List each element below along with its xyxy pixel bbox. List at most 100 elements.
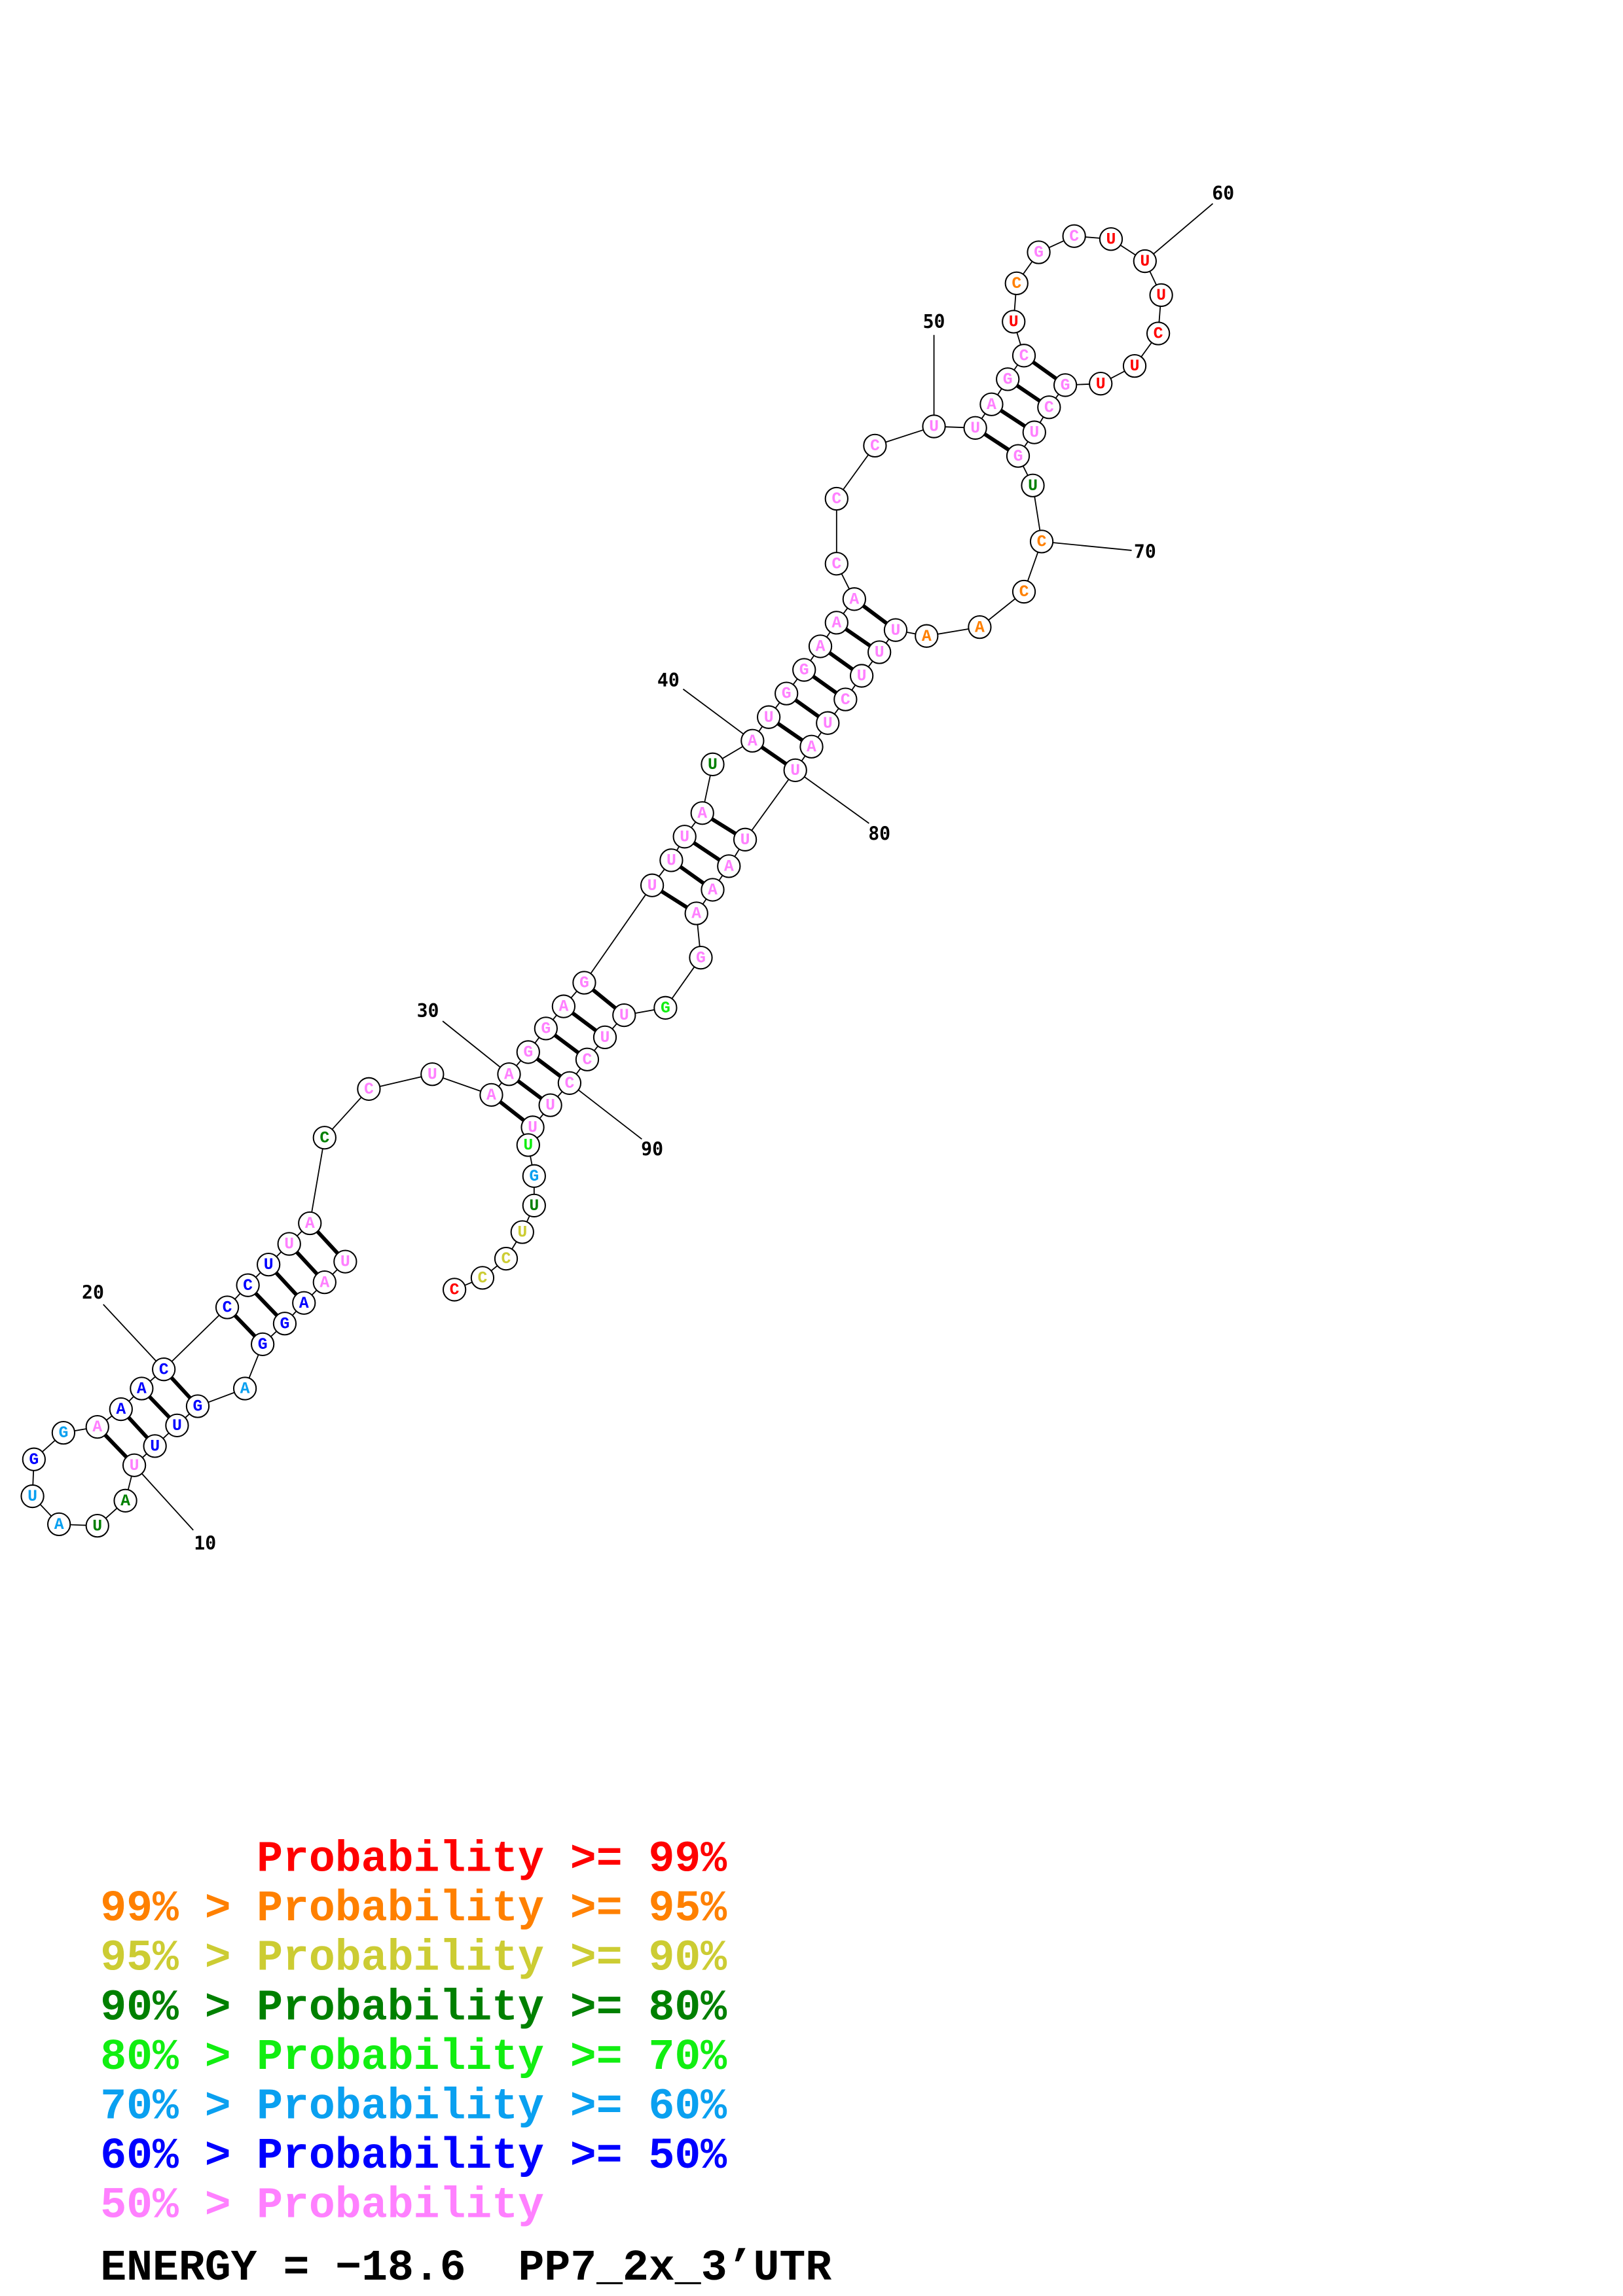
nucleotide-base: U xyxy=(680,828,689,846)
nucleotide-circle xyxy=(1004,271,1029,296)
nucleotide-circle xyxy=(113,1488,137,1513)
legend: Probability >= 99% 99% > Probability >= … xyxy=(100,1835,727,2231)
nucleotide: G xyxy=(534,1016,558,1041)
nucleotide-base: U xyxy=(600,1029,610,1047)
nucleotide: C xyxy=(357,1077,381,1101)
nucleotide-base: U xyxy=(764,709,774,727)
nucleotide-circle xyxy=(1037,395,1061,420)
nucleotide: A xyxy=(298,1211,322,1236)
nucleotide-base: U xyxy=(517,1224,527,1242)
nucleotide-circle xyxy=(522,1193,546,1218)
nucleotide-base: C xyxy=(831,490,841,509)
nucleotide: G xyxy=(272,1312,297,1336)
nucleotide-circle xyxy=(1099,227,1123,251)
nucleotide-circle xyxy=(442,1278,467,1302)
nucleotide-base: U xyxy=(523,1137,533,1155)
nucleotide-base: A xyxy=(691,905,701,924)
base-pair-line xyxy=(517,1079,543,1100)
position-label: 30 xyxy=(417,1000,439,1022)
position-label: 10 xyxy=(194,1533,216,1554)
nucleotide-circle xyxy=(357,1077,381,1101)
nucleotide: A xyxy=(740,728,765,753)
nucleotide-base: C xyxy=(223,1299,232,1318)
base-pair-line xyxy=(1000,408,1027,428)
nucleotide: G xyxy=(653,996,678,1020)
base-pair-line xyxy=(591,988,617,1010)
nucleotide-base: G xyxy=(1003,371,1013,389)
nucleotide-circle xyxy=(757,705,781,729)
nucleotide-circle xyxy=(215,1295,240,1319)
nucleotide: A xyxy=(842,587,866,611)
position-label: 90 xyxy=(641,1139,663,1160)
base-pair-line xyxy=(274,1271,298,1297)
nucleotide-circle xyxy=(51,1420,76,1445)
nucleotide-base: G xyxy=(1034,244,1044,262)
nucleotide: U xyxy=(522,1193,546,1218)
base-pair-line xyxy=(233,1314,257,1338)
nucleotide: C xyxy=(470,1266,495,1290)
nucleotide: U xyxy=(963,416,987,440)
nucleotide-circle xyxy=(85,1414,109,1439)
nucleotide: U xyxy=(672,825,697,849)
nucleotide: C xyxy=(236,1273,260,1297)
base-pair-line xyxy=(536,1057,562,1078)
nucleotide-base: C xyxy=(1044,399,1054,417)
position-label: 20 xyxy=(82,1282,104,1303)
position-label-lines xyxy=(103,203,1214,1531)
nucleotide: C xyxy=(215,1295,240,1319)
nucleotide-base: G xyxy=(529,1168,539,1186)
nucleotide-base: G xyxy=(523,1044,533,1062)
nucleotide-circle xyxy=(534,1016,558,1041)
nucleotide-circle xyxy=(799,734,824,759)
base-pair-line xyxy=(571,1011,598,1032)
nucleotide-circle xyxy=(1062,224,1086,248)
nucleotide-circle xyxy=(1133,249,1157,274)
nucleotide: G xyxy=(1027,240,1051,264)
legend-label: Probability >= 99% xyxy=(257,1835,727,1884)
base-pair-line xyxy=(679,865,705,885)
nucleotide-base: U xyxy=(647,877,657,895)
nucleotide: A xyxy=(292,1291,316,1315)
nucleotide-base: U xyxy=(1106,230,1116,249)
position-label-line xyxy=(442,1020,510,1075)
base-pair-line xyxy=(254,1291,279,1317)
nucleotide-circle xyxy=(292,1291,316,1315)
nucleotide-circle xyxy=(593,1025,617,1050)
nucleotide-base: U xyxy=(823,715,833,733)
nucleotide-base: U xyxy=(27,1488,37,1506)
nucleotide-base: U xyxy=(92,1517,102,1535)
nucleotide: G xyxy=(522,1164,546,1188)
nucleotide-circle xyxy=(20,1484,45,1509)
nucleotide-circle xyxy=(272,1312,297,1336)
nucleotide: G xyxy=(996,367,1020,391)
nucleotide-circle xyxy=(775,681,799,706)
nucleotide-circle xyxy=(1006,444,1030,468)
base-pairs xyxy=(103,360,1057,1459)
nucleotide: G xyxy=(689,946,713,970)
nucleotide-base: A xyxy=(724,858,734,876)
nucleotide-base: U xyxy=(130,1457,139,1475)
nucleotide-circle xyxy=(298,1211,322,1236)
legend-label: Probability >= 70% xyxy=(257,2033,727,2082)
nucleotide-circle xyxy=(1012,579,1036,604)
nucleotide: C xyxy=(824,552,848,576)
base-pair-line xyxy=(103,1433,128,1459)
nucleotide-circle xyxy=(185,1394,210,1418)
nucleotide: U xyxy=(20,1484,45,1509)
legend-prefix: 60% > xyxy=(100,2132,230,2181)
nucleotide-base: U xyxy=(284,1236,294,1254)
nucleotide: A xyxy=(799,734,824,759)
nucleotide-circle xyxy=(575,1047,600,1071)
base-pair-line xyxy=(710,817,737,836)
nucleotide-base: A xyxy=(486,1086,496,1105)
energy-line: ENERGY = −18.6 PP7_2x_3’UTR xyxy=(100,2244,831,2293)
nucleotide: C xyxy=(863,433,887,458)
nucleotide: A xyxy=(232,1376,257,1401)
nucleotide-circle xyxy=(251,1332,275,1356)
nucleotide-circle xyxy=(479,1083,503,1107)
nucleotide: A xyxy=(113,1488,137,1513)
nucleotide-circle xyxy=(996,367,1020,391)
nucleotide-base: G xyxy=(280,1315,290,1333)
nucleotide-base: A xyxy=(116,1401,126,1419)
